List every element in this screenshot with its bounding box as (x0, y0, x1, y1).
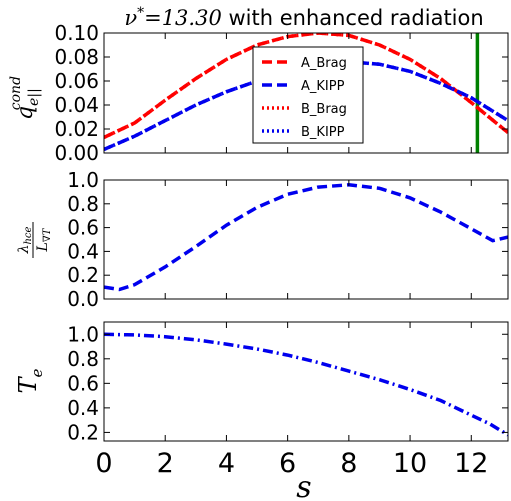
bottom-y-tick-label: 1.0 (67, 322, 99, 346)
x-tick-label: 2 (157, 448, 174, 479)
bottom-y-tick-label: 0.2 (67, 420, 99, 444)
x-axis-label: s (296, 470, 311, 501)
top-y-tick-label: 0.08 (54, 45, 99, 69)
x-tick-label: 6 (279, 448, 296, 479)
middle-y-tick-label: 0.6 (67, 216, 99, 240)
middle-y-tick-label: 0.0 (67, 287, 99, 311)
top-ylabel-sub: e|| (26, 88, 42, 106)
middle-ylabel-num: λ (16, 245, 32, 255)
middle-y-tick-label: 0.2 (67, 263, 99, 287)
middle-axes-frame (103, 179, 509, 300)
bottom-y-tick-label: 0.6 (67, 371, 99, 395)
bottom-y-tick-label: 0.8 (67, 347, 99, 371)
middle-y-tick-label: 1.0 (67, 168, 99, 192)
panel-top: 0.000.020.040.060.080.10 A_Brag A_KIPP B_B… (8, 21, 509, 165)
svg-text:λhce: λhce (16, 227, 34, 255)
x-tick-label: 10 (393, 448, 427, 479)
middle-y-tick-label: 0.4 (67, 239, 99, 263)
bottom-series-0 (104, 332, 508, 437)
svg-text:Te: Te (14, 368, 46, 393)
x-tick-label: 8 (340, 448, 357, 479)
top-y-tick-label: 0.10 (54, 21, 99, 45)
top-y-tick-label: 0.04 (54, 93, 99, 117)
middle-plot-area: 0.00.20.40.60.81.0 (67, 168, 509, 311)
x-tick-labels: 0 2 4 6 8 10 12 (95, 448, 488, 479)
middle-ylabel: λhce L∇T (16, 222, 53, 258)
legend-label-b-kipp: B_KIPP (301, 125, 345, 140)
bottom-y-tick-label: 0.4 (67, 396, 99, 420)
top-ylabel-base: q (13, 106, 38, 120)
svg-text:qe||cond: qe||cond (8, 76, 42, 120)
bottom-ylabel-sub: e (28, 368, 46, 377)
bottom-plot-area: 0.20.40.60.81.0 (67, 321, 509, 444)
top-ylabel: qe||cond (8, 76, 42, 120)
bottom-axes-frame (103, 321, 509, 442)
top-y-tick-label: 0.00 (54, 141, 99, 165)
top-axes-frame (103, 32, 509, 154)
legend-label-a-kipp: A_KIPP (301, 79, 345, 94)
title-star: * (137, 5, 144, 21)
top-series-b-brag (104, 33, 508, 139)
legend: A_Brag A_KIPP B_Brag B_KIPP (252, 46, 364, 144)
x-tick-label: 0 (95, 448, 112, 479)
middle-ylabel-den-sub: ∇T (42, 227, 53, 242)
top-y-tick-label: 0.06 (54, 69, 99, 93)
legend-label-b-brag: B_Brag (301, 102, 347, 117)
title-rest: with enhanced radiation (222, 6, 484, 30)
bottom-ylabel: Te (14, 368, 46, 393)
top-y-tick-label: 0.02 (54, 117, 99, 141)
title-nu: ν (124, 6, 137, 30)
middle-series-0 (104, 183, 508, 292)
panel-middle: 0.00.20.40.60.81.0 λhce L∇T (16, 168, 509, 311)
x-tick-label: 4 (218, 448, 235, 479)
middle-ylabel-den: L (35, 242, 51, 252)
title-eq: =13.30 (144, 6, 222, 30)
middle-y-tick-label: 0.8 (67, 192, 99, 216)
svg-text:L∇T: L∇T (35, 227, 53, 252)
panel-bottom: 0.20.40.60.81.0 Te 0 2 4 6 8 10 12 s (14, 321, 509, 501)
bottom-ylabel-base: T (14, 375, 42, 393)
chart-title: ν*=13.30 with enhanced radiation (124, 5, 483, 30)
top-ylabel-sup: cond (8, 76, 24, 110)
x-tick-label: 12 (454, 448, 488, 479)
legend-label-a-brag: A_Brag (301, 56, 347, 71)
middle-ylabel-num-sub: hce (23, 227, 34, 245)
